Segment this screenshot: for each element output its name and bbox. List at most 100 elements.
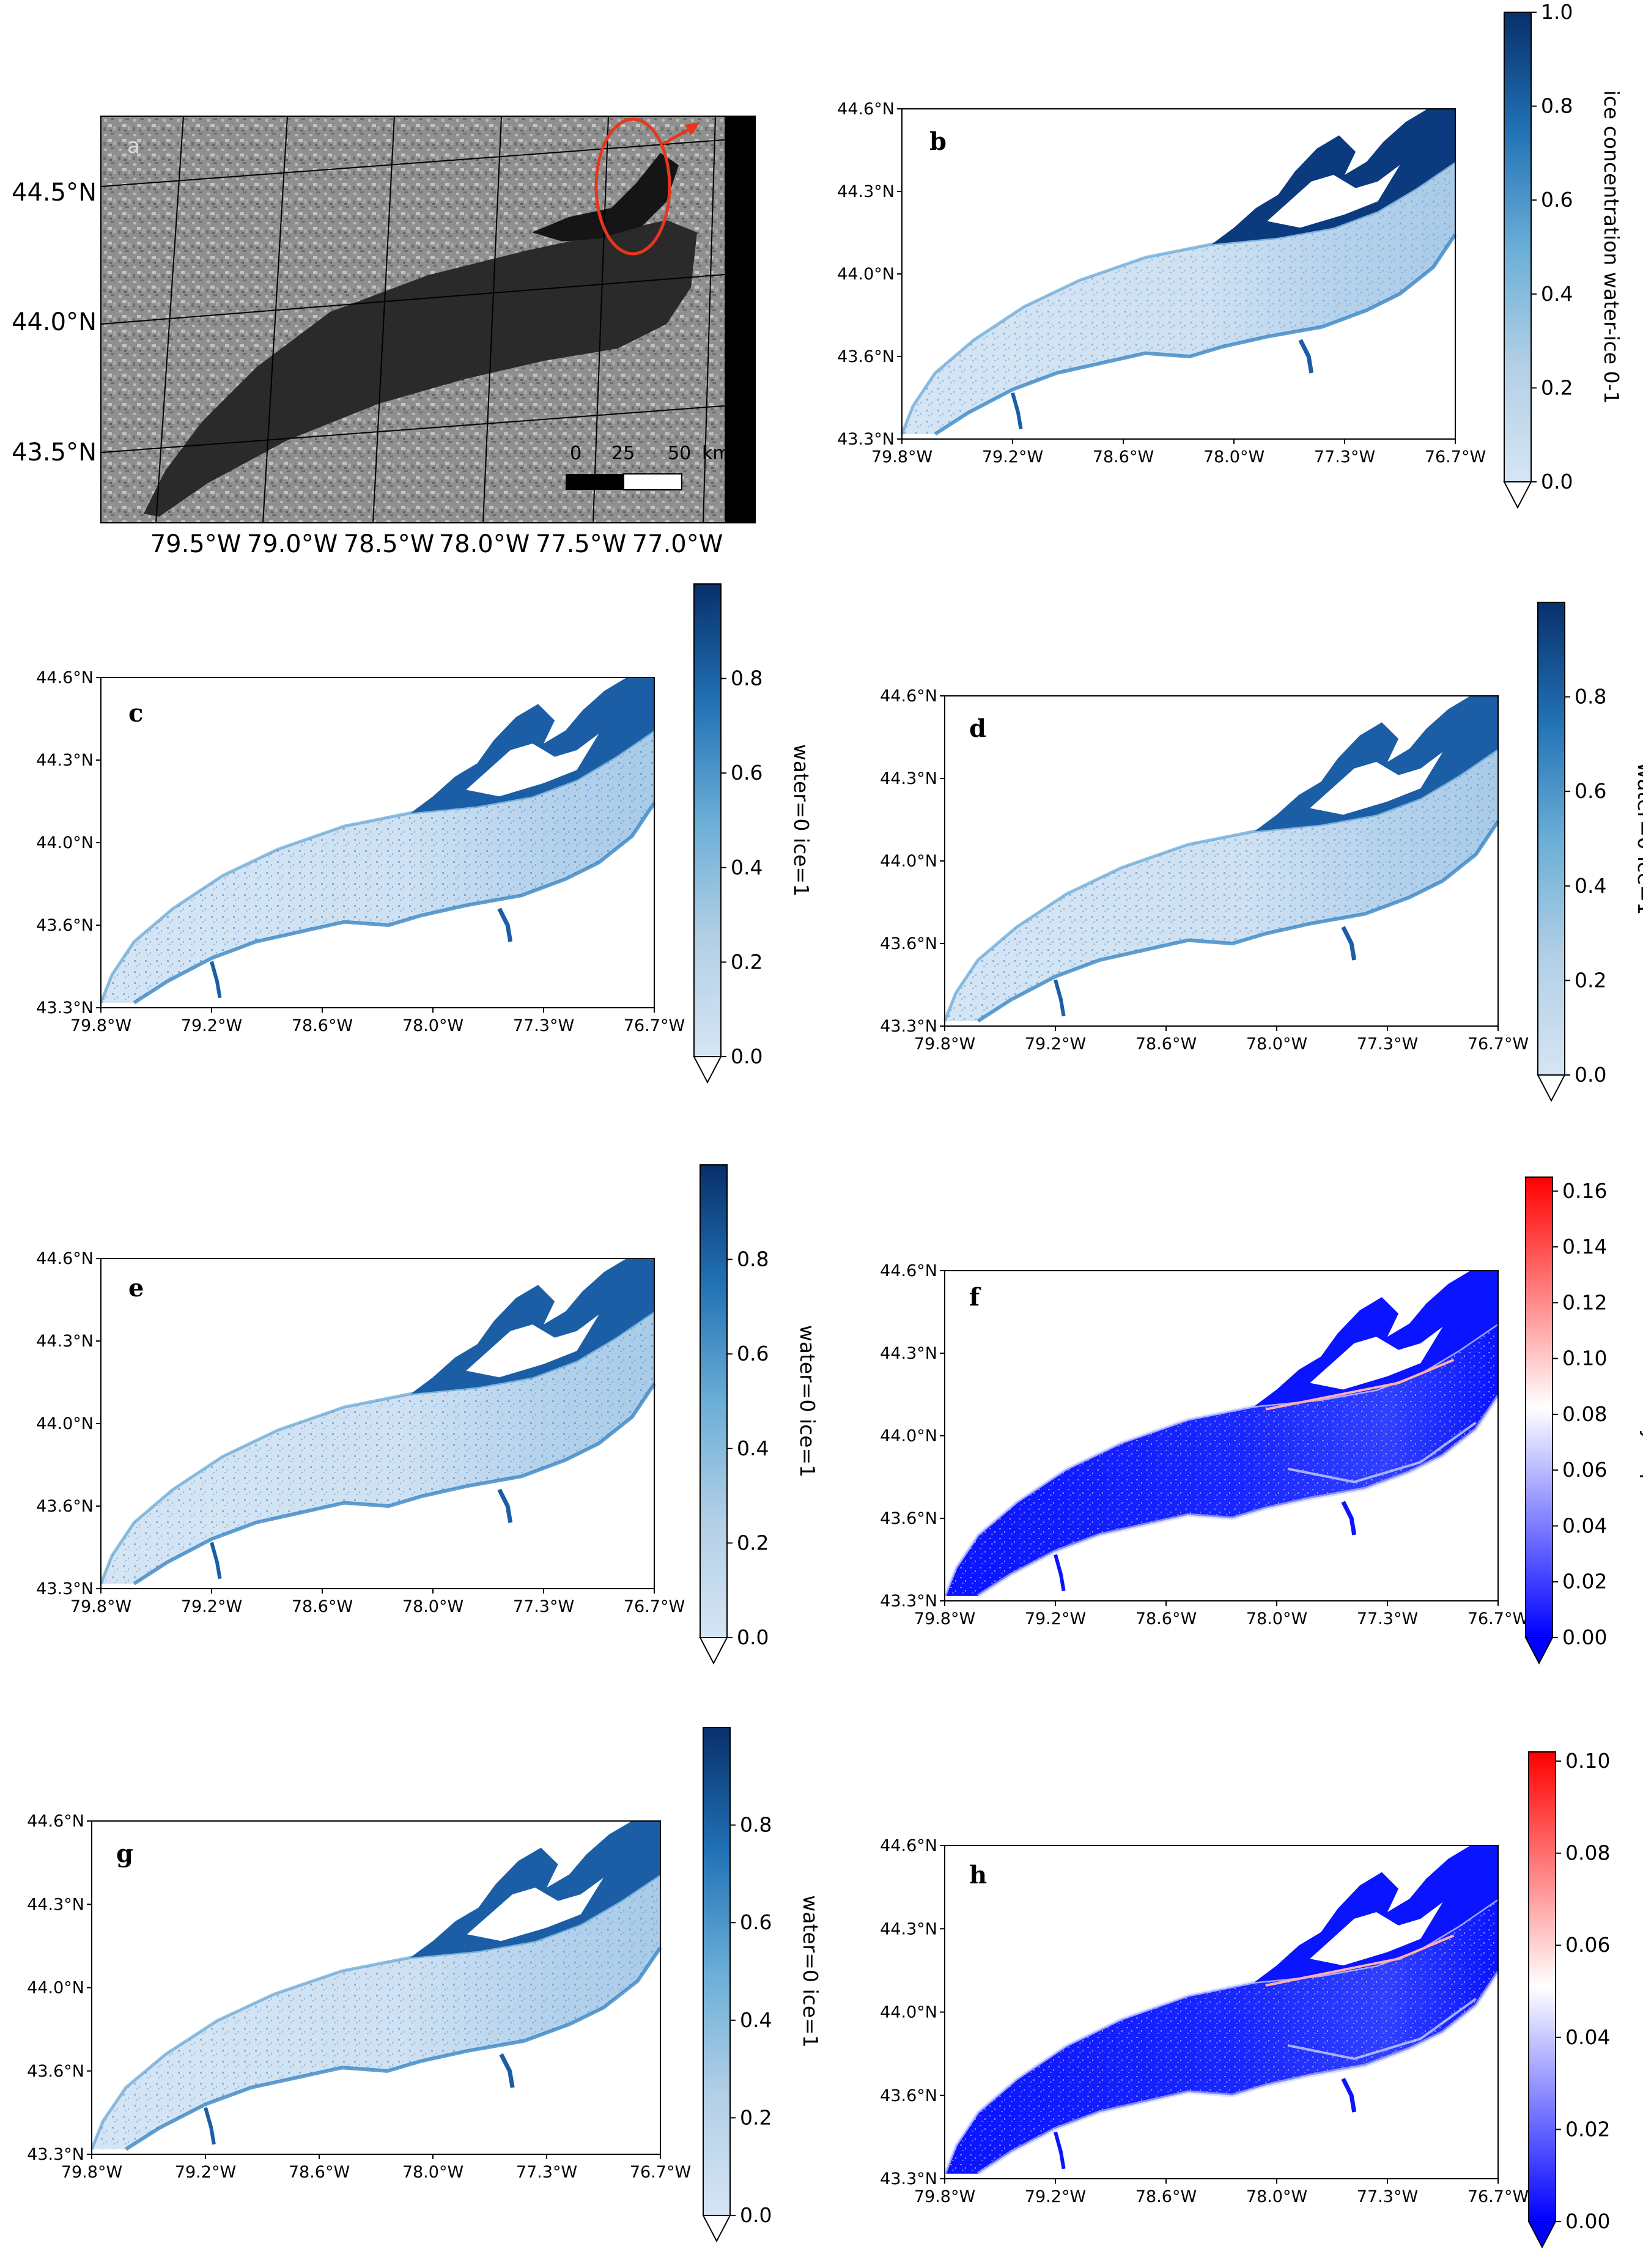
uncertainty-hotspot-h xyxy=(1265,1934,1455,1987)
lake-texture-e xyxy=(101,1311,654,1584)
panel-label-g: g xyxy=(116,1839,133,1868)
south-shore-band-g xyxy=(125,1946,662,2151)
colorbar-tick-label: 0.08 xyxy=(1562,1402,1607,1426)
colorbar-label-b: ice concentration water-ice 0-1 xyxy=(1600,90,1623,404)
colorbar-tick-label: 0.8 xyxy=(1575,685,1606,709)
y-tick-label: 43.6°N xyxy=(837,347,895,366)
colorbar-label-f: Aleatoric uncertainty of predictions xyxy=(1639,1230,1643,1586)
y-tick-label: 44.3°N xyxy=(880,1919,937,1938)
colorbar-tick-label: 0.02 xyxy=(1565,2117,1610,2141)
colorbar-tick-label: 0.04 xyxy=(1565,2025,1610,2049)
uncertainty-hotspot-f xyxy=(1265,1358,1455,1411)
colorbar-tick-label: 0.8 xyxy=(737,1247,769,1271)
river-inlet-c xyxy=(497,907,513,942)
colorbar-extend-triangle-h xyxy=(1527,2221,1557,2249)
panel-c: 79.8°W 79.2°W 78.6°W 78.0°W 77.3°W 76.7°W 44.6… xyxy=(36,583,813,1084)
y-tick-label: 43.3°N xyxy=(36,1579,94,1598)
x-tick-label: 79.8°W xyxy=(871,448,932,467)
scale-bar-black xyxy=(566,474,624,490)
lake-texture-f xyxy=(945,1323,1498,1596)
y-tick-label: 44.0°N xyxy=(880,1427,937,1446)
panel-label-f: f xyxy=(969,1283,981,1312)
colorbar-tick-label: 0.6 xyxy=(1541,188,1573,212)
y-tick-label: 44.0°N xyxy=(36,1414,94,1433)
colorbar-tick-label: 0.0 xyxy=(1541,470,1573,493)
x-tick-label: 79.8°W xyxy=(914,2187,975,2206)
y-tick-label: 44.3°N xyxy=(880,1344,937,1363)
colorbar-tick-label: 0.16 xyxy=(1562,1179,1607,1203)
colorbar-tick-label: 0.4 xyxy=(737,1436,769,1460)
x-tick-a-3: 78.0°W xyxy=(439,530,530,558)
y-tick-label: 43.3°N xyxy=(837,430,895,449)
y-tick-label: 44.6°N xyxy=(27,1812,84,1831)
x-tick-label: 76.7°W xyxy=(630,2163,691,2182)
x-tick-label: 77.3°W xyxy=(513,1597,574,1616)
y-tick-label: 43.3°N xyxy=(880,1017,937,1036)
x-tick-label: 77.3°W xyxy=(513,1016,574,1035)
colorbar-extend-triangle-d xyxy=(1537,1074,1566,1103)
y-tick-label: 43.3°N xyxy=(880,2170,937,2189)
panel-a-label: a xyxy=(127,134,140,158)
colorbar-tick-label: 0.14 xyxy=(1562,1235,1607,1258)
colorbar-g xyxy=(703,1727,731,2216)
colorbar-tick-label: 0.6 xyxy=(731,761,762,785)
colorbar-tick-label: 0.2 xyxy=(731,950,762,973)
x-tick-label: 79.2°W xyxy=(1025,2187,1086,2206)
y-tick-label: 44.0°N xyxy=(27,1979,84,1998)
south-shore-band-f xyxy=(977,1395,1500,1598)
lake-texture-g xyxy=(92,1874,660,2149)
scale-bar-white xyxy=(623,473,682,490)
land-peninsula-c xyxy=(466,733,599,797)
colorbar-tick-label: 0.06 xyxy=(1562,1458,1607,1482)
panel-g: 79.8°W 79.2°W 78.6°W 78.0°W 77.3°W 76.7°W 44.6… xyxy=(27,1727,822,2243)
colorbar-d xyxy=(1537,602,1565,1076)
colorbar-tick-label: 0.00 xyxy=(1565,2209,1610,2233)
colorbar-extend-triangle-e xyxy=(699,1637,728,1665)
colorbar-extend-triangle-c xyxy=(693,1056,722,1084)
panel-label-c: c xyxy=(128,699,143,728)
colorbar-extend-triangle-g xyxy=(702,2215,731,2243)
x-tick-label: 78.0°W xyxy=(402,1016,463,1035)
lake-texture-h xyxy=(945,1899,1498,2174)
colorbar-label-c: water=0 ice=1 xyxy=(789,744,813,896)
scale-label-50: 50 xyxy=(668,443,691,464)
y-tick-label: 43.3°N xyxy=(880,1592,937,1611)
x-tick-label: 79.8°W xyxy=(70,1016,131,1035)
river-inlet-b xyxy=(1298,339,1314,374)
colorbar-b xyxy=(1504,12,1532,482)
colorbar-tick-label: 0.4 xyxy=(731,855,762,879)
colorbar-tick-label: 0.8 xyxy=(731,667,762,690)
land-peninsula-e xyxy=(466,1314,599,1378)
x-tick-label: 76.7°W xyxy=(1425,448,1486,467)
river-inlet-f xyxy=(1341,1501,1357,1535)
colorbar-tick-label: 0.4 xyxy=(1575,874,1606,898)
colorbar-label-d: water=0 ice=1 xyxy=(1633,763,1643,915)
colorbar-tick-label: 0.02 xyxy=(1562,1570,1607,1594)
y-tick-label: 44.6°N xyxy=(36,1249,94,1268)
scale-unit: km xyxy=(702,443,731,464)
uncertainty-shore-f xyxy=(1287,1421,1477,1483)
y-tick-label: 44.3°N xyxy=(36,1332,94,1351)
x-tick-label: 78.0°W xyxy=(402,1597,463,1616)
river-inlet-e xyxy=(497,1488,513,1523)
sar-lake-ontario xyxy=(144,220,697,517)
south-shore-band-e xyxy=(133,1383,656,1586)
river-inlet-west-e xyxy=(210,1542,222,1579)
river-inlet-west-f xyxy=(1054,1554,1066,1592)
river-inlet-west-d xyxy=(1054,979,1066,1017)
y-tick-label: 43.3°N xyxy=(27,2145,84,2164)
lake-texture-b xyxy=(902,161,1455,434)
y-tick-label: 43.6°N xyxy=(880,2086,937,2105)
x-tick-label: 79.2°W xyxy=(181,1016,242,1035)
colorbar-tick-label: 0.8 xyxy=(740,1813,772,1837)
colorbar-tick-label: 0.2 xyxy=(737,1531,769,1554)
colorbar-tick-label: 0.06 xyxy=(1565,1933,1610,1957)
colorbar-tick-label: 0.04 xyxy=(1562,1513,1607,1537)
y-tick-label: 44.0°N xyxy=(837,265,895,284)
y-tick-a-0: 44.5°N xyxy=(12,179,97,207)
x-tick-label: 78.0°W xyxy=(1246,2187,1307,2206)
x-tick-label: 78.6°W xyxy=(1093,448,1154,467)
river-inlet-west-h xyxy=(1054,2131,1066,2170)
colorbar-c xyxy=(693,583,722,1057)
panel-b: 79.8°W 79.2°W 78.6°W 78.0°W 77.3°W 76.7°W 44.6… xyxy=(837,0,1623,509)
